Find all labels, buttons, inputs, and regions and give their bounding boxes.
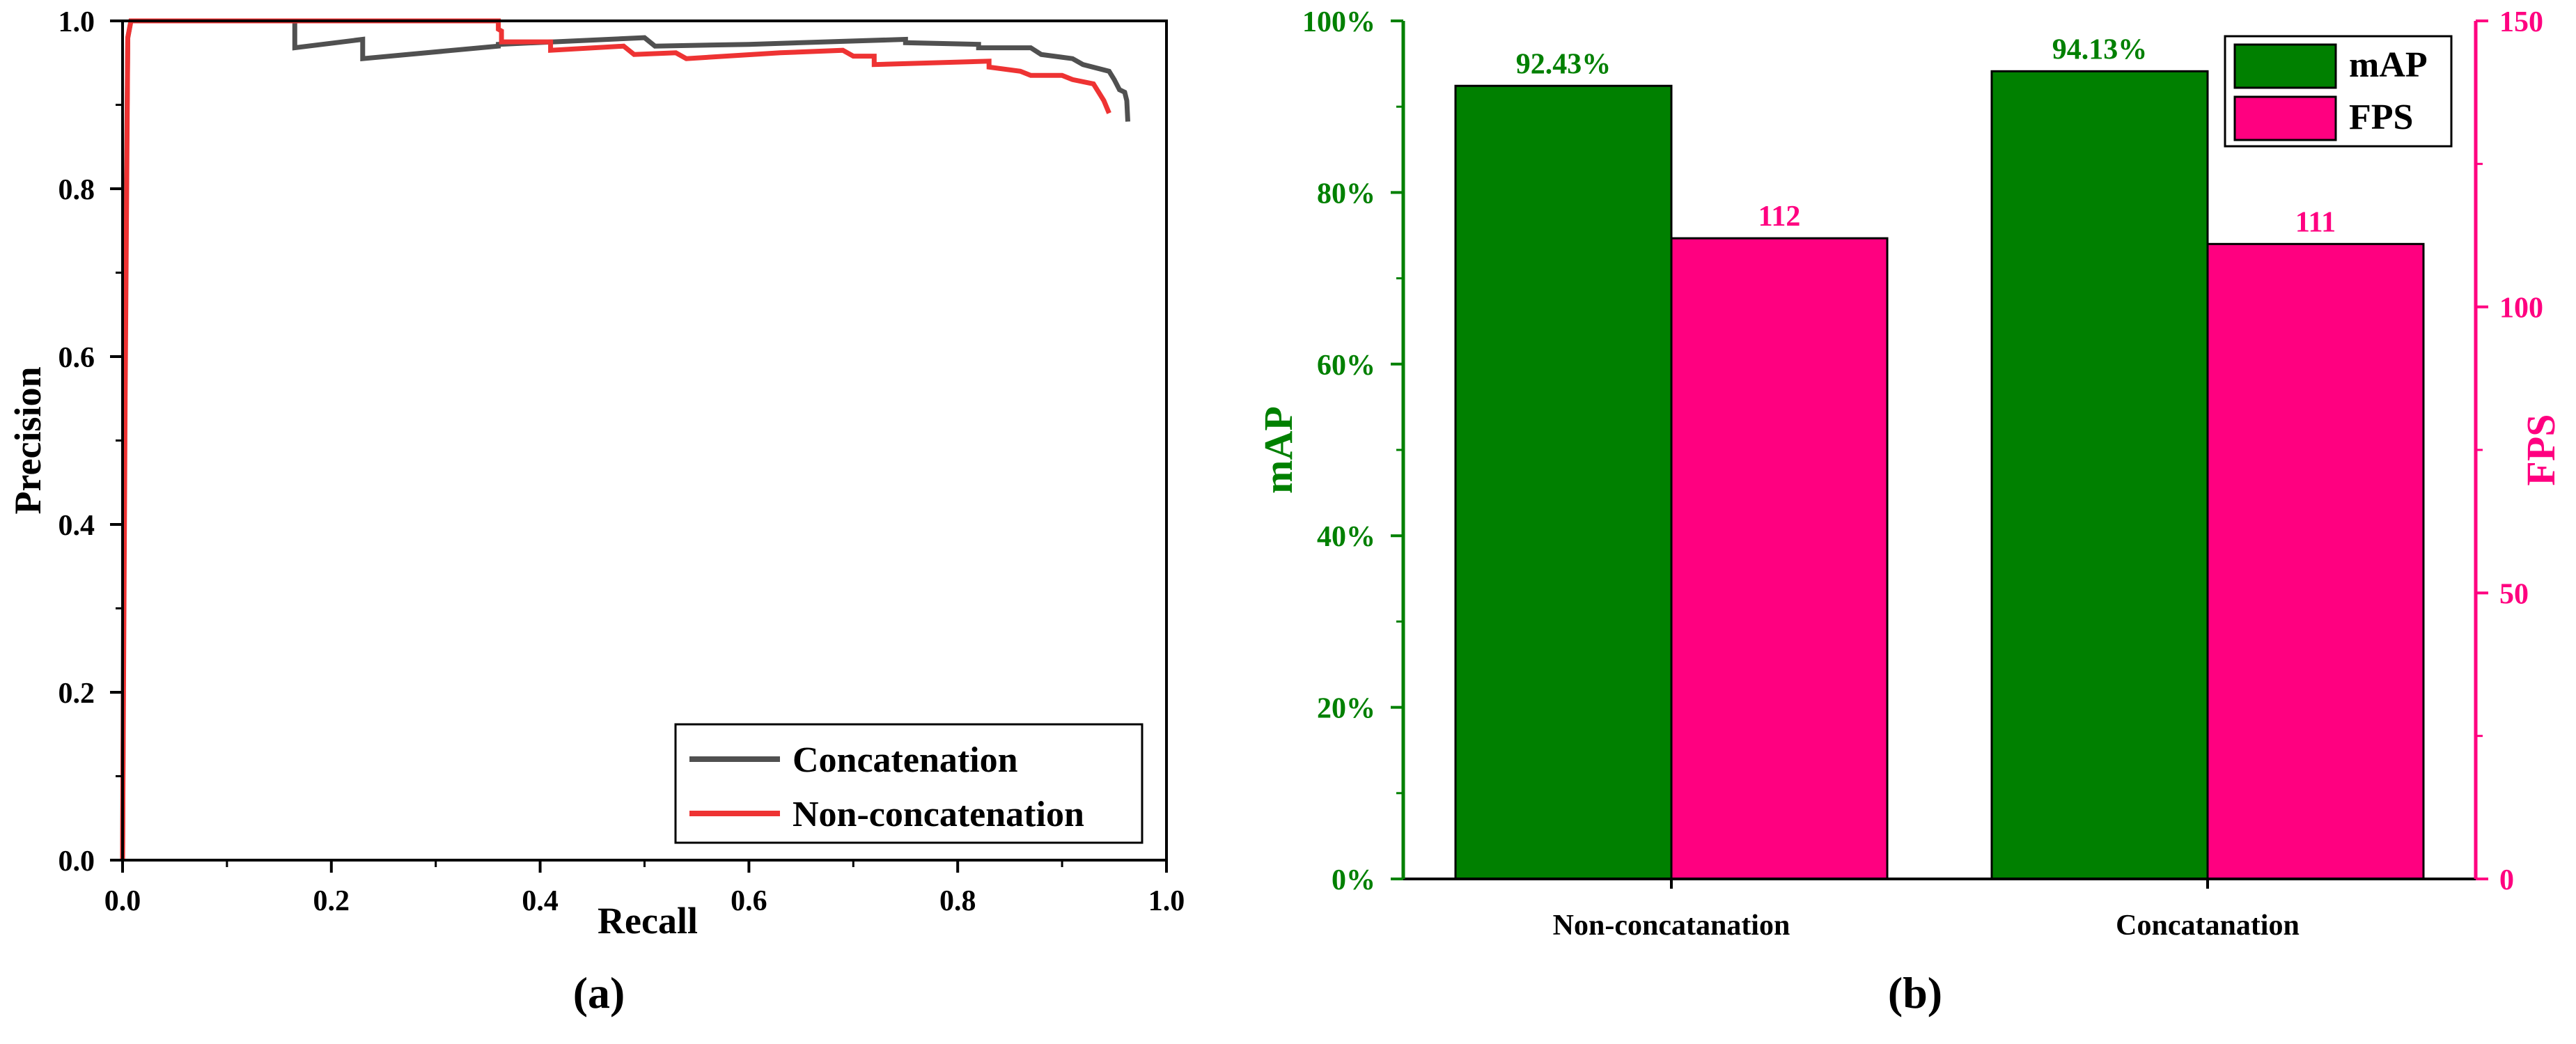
panel-a-legend <box>674 723 1143 844</box>
x-category-label: Non-concatanation <box>1553 910 1790 942</box>
y-tick-label: 0.6 <box>58 342 95 374</box>
panel-b-map-fps-bar-chart: 92.43% 112 Non-concatanation 94.13% 111 Conca… <box>1256 6 2563 942</box>
x-tick-label: 0.0 <box>104 885 141 917</box>
left-y-tick-label: 0% <box>1332 864 1375 896</box>
map-bar-1 <box>1990 70 2209 880</box>
panel-a-precision-recall-chart: 0.0 0.2 0.4 0.6 0.8 1.0 0.0 0.2 0.4 0.6 0.8 1.0 Reca… <box>7 6 1185 942</box>
x-tick-label: 0.4 <box>522 885 559 917</box>
x-category-label: Concatanation <box>2116 910 2300 942</box>
legend-label: Concatenation <box>793 740 1018 780</box>
fps-bar-0 <box>1670 237 1889 880</box>
map-bar-0 <box>1454 84 1673 880</box>
y-tick-label: 1.0 <box>58 6 95 38</box>
y-tick-label: 0.0 <box>58 846 95 878</box>
right-y-axis-title: FPS <box>2518 414 2563 485</box>
left-y-tick-label: 60% <box>1317 350 1375 382</box>
left-y-tick-label: 80% <box>1317 178 1375 210</box>
right-y-tick-label: 0 <box>2499 864 2514 896</box>
panel-b-caption: (b) <box>1888 968 1942 1018</box>
x-tick-label: 1.0 <box>1148 885 1185 917</box>
right-y-tick-label: 150 <box>2499 6 2543 38</box>
legend-swatch-map <box>2233 43 2337 89</box>
fps-data-label: 112 <box>1758 201 1801 233</box>
fps-data-label: 111 <box>2295 206 2336 238</box>
pr-curve-non-concatenation <box>120 18 1111 861</box>
legend-label: Non-concatenation <box>793 795 1084 834</box>
x-axis-title: Recall <box>598 900 698 942</box>
legend-swatch-fps <box>2233 95 2337 141</box>
x-tick-label: 0.6 <box>731 885 767 917</box>
map-data-label: 94.13% <box>2052 33 2148 65</box>
y-axis-title: Precision <box>7 367 49 515</box>
map-data-label: 92.43% <box>1516 48 1611 80</box>
left-y-tick-label: 20% <box>1317 693 1375 725</box>
y-tick-label: 0.8 <box>58 174 95 206</box>
fps-bar-1 <box>2206 242 2425 880</box>
x-tick-label: 0.8 <box>939 885 976 917</box>
x-tick-label: 0.2 <box>313 885 350 917</box>
panel-a-caption: (a) <box>573 968 625 1018</box>
y-tick-label: 0.4 <box>58 510 95 542</box>
left-y-tick-label: 40% <box>1317 521 1375 553</box>
legend-label: FPS <box>2349 98 2413 137</box>
right-y-tick-label: 50 <box>2499 578 2529 610</box>
pr-curve-concatenation <box>120 18 1130 861</box>
left-y-tick-label: 100% <box>1302 6 1375 38</box>
left-y-axis-title: mAP <box>1256 406 1301 494</box>
legend-label: mAP <box>2349 45 2428 85</box>
y-tick-label: 0.2 <box>58 678 95 710</box>
right-y-tick-label: 100 <box>2499 293 2543 325</box>
